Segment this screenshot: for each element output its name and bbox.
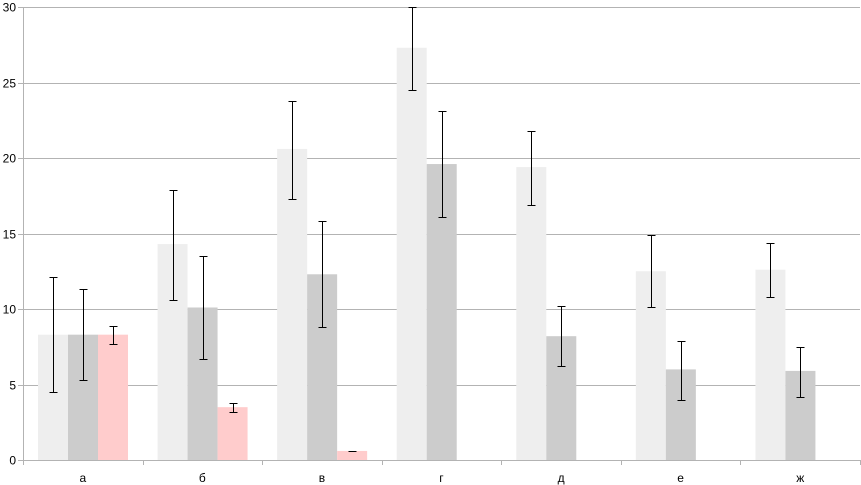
y-tick-label: 15 [3, 228, 17, 242]
error-bars [49, 7, 835, 461]
x-tick-label: в [319, 471, 325, 485]
tick-labels: 0 5 10 15 20 25 30 а б в г д е ж [3, 1, 805, 485]
bar [426, 164, 457, 461]
y-tick-label: 25 [3, 77, 17, 91]
bar [187, 307, 218, 460]
x-tick-label: г [439, 471, 444, 485]
axes [23, 7, 861, 465]
y-tick-label: 5 [9, 379, 16, 393]
y-tick-label: 10 [3, 303, 17, 317]
x-tick-label: а [79, 471, 86, 485]
x-tick-label: е [677, 471, 684, 485]
y-tick-label: 20 [3, 152, 17, 166]
bar [635, 271, 666, 460]
bar [217, 407, 248, 460]
bars [38, 47, 816, 461]
y-tick-label: 0 [9, 454, 16, 468]
bar [665, 369, 696, 460]
bar [516, 167, 547, 460]
bar [396, 47, 427, 461]
y-tick-label: 30 [3, 1, 17, 15]
bar [277, 148, 308, 460]
bar [98, 334, 128, 460]
x-tick-label: б [199, 471, 206, 485]
bar [337, 450, 368, 460]
x-tick-label: д [558, 471, 565, 485]
bar [755, 269, 786, 460]
bar [157, 244, 188, 460]
x-tick-label: ж [796, 471, 804, 485]
